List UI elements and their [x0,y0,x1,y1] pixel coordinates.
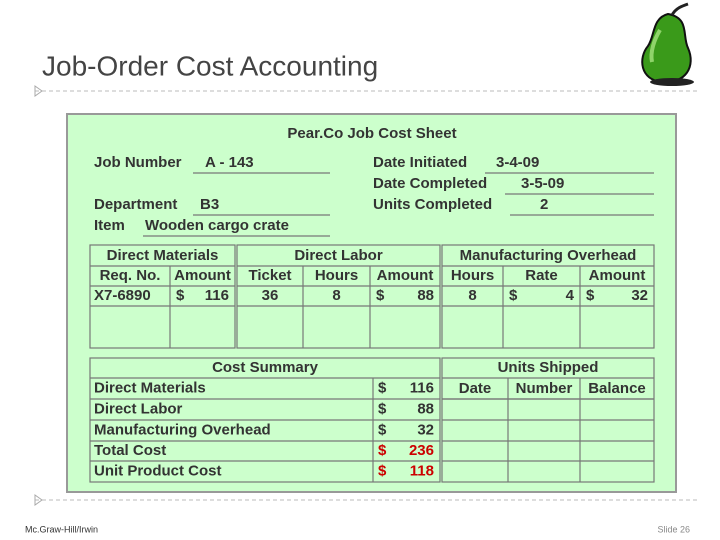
cost-group-box [236,244,441,349]
summary-amount: 236 [409,442,434,459]
shipped-column: Date [459,380,492,397]
cost-cell: 32 [631,287,648,304]
pear-logo [641,2,694,86]
summary-amount: 118 [410,462,434,479]
summary-title: Cost Summary [212,359,319,376]
currency: $ [376,287,385,304]
summary-label: Total Cost [94,442,166,459]
cost-group-box [89,244,236,349]
summary-label: Direct Materials [94,379,206,396]
cost-cell: 4 [566,287,575,304]
field-label: Units Completed [373,196,492,213]
summary-amount: 88 [417,400,434,417]
summary-amount: 32 [417,421,434,438]
summary-label: Manufacturing Overhead [94,421,271,438]
field-value: A - 143 [205,154,254,171]
shipped-title: Units Shipped [498,359,599,376]
currency: $ [509,287,518,304]
cost-cell: 116 [205,287,229,304]
group-header: Direct Labor [294,247,383,264]
currency: $ [378,462,387,479]
field-label: Date Initiated [373,154,467,171]
field-value: 2 [540,196,548,213]
group-header: Manufacturing Overhead [460,247,637,264]
column-header: Amount [377,267,434,284]
field-label: Job Number [94,154,182,171]
cost-group-box [441,244,655,349]
summary-label: Unit Product Cost [94,462,222,479]
publisher: Mc.Graw-Hill/Irwin [25,524,98,534]
cost-cell: 8 [468,287,476,304]
currency: $ [378,442,387,459]
field-label: Department [94,196,177,213]
cost-cell: 8 [332,287,340,304]
column-header: Rate [525,267,558,284]
rule-marker [34,85,43,97]
column-header: Hours [451,267,494,284]
field-value: 3-5-09 [521,175,564,192]
column-header: Amount [589,267,646,284]
column-header: Ticket [248,267,291,284]
summary-label: Direct Labor [94,400,183,417]
column-header: Req. No. [100,267,161,284]
cost-cell: X7-6890 [94,287,151,304]
field-value: B3 [200,196,219,213]
field-value: 3-4-09 [496,154,539,171]
group-header: Direct Materials [107,247,219,264]
field-label: Item [94,217,125,234]
column-header: Amount [174,267,231,284]
shipped-column: Balance [588,380,646,397]
cost-cell: 36 [262,287,279,304]
sheet-title: Pear.Co Job Cost Sheet [287,125,456,142]
slide-number: Slide 26 [657,524,690,534]
currency: $ [378,421,387,438]
shipped-column: Number [516,380,573,397]
slide-title: Job-Order Cost Accounting [42,50,378,81]
currency: $ [378,400,387,417]
column-header: Hours [315,267,358,284]
currency: $ [378,379,387,396]
field-label: Date Completed [373,175,487,192]
rule-marker [34,494,43,506]
currency: $ [586,287,595,304]
currency: $ [176,287,185,304]
field-value: Wooden cargo crate [145,217,289,234]
job-cost-sheet [66,113,677,493]
cost-cell: 88 [417,287,434,304]
summary-amount: 116 [410,379,434,396]
